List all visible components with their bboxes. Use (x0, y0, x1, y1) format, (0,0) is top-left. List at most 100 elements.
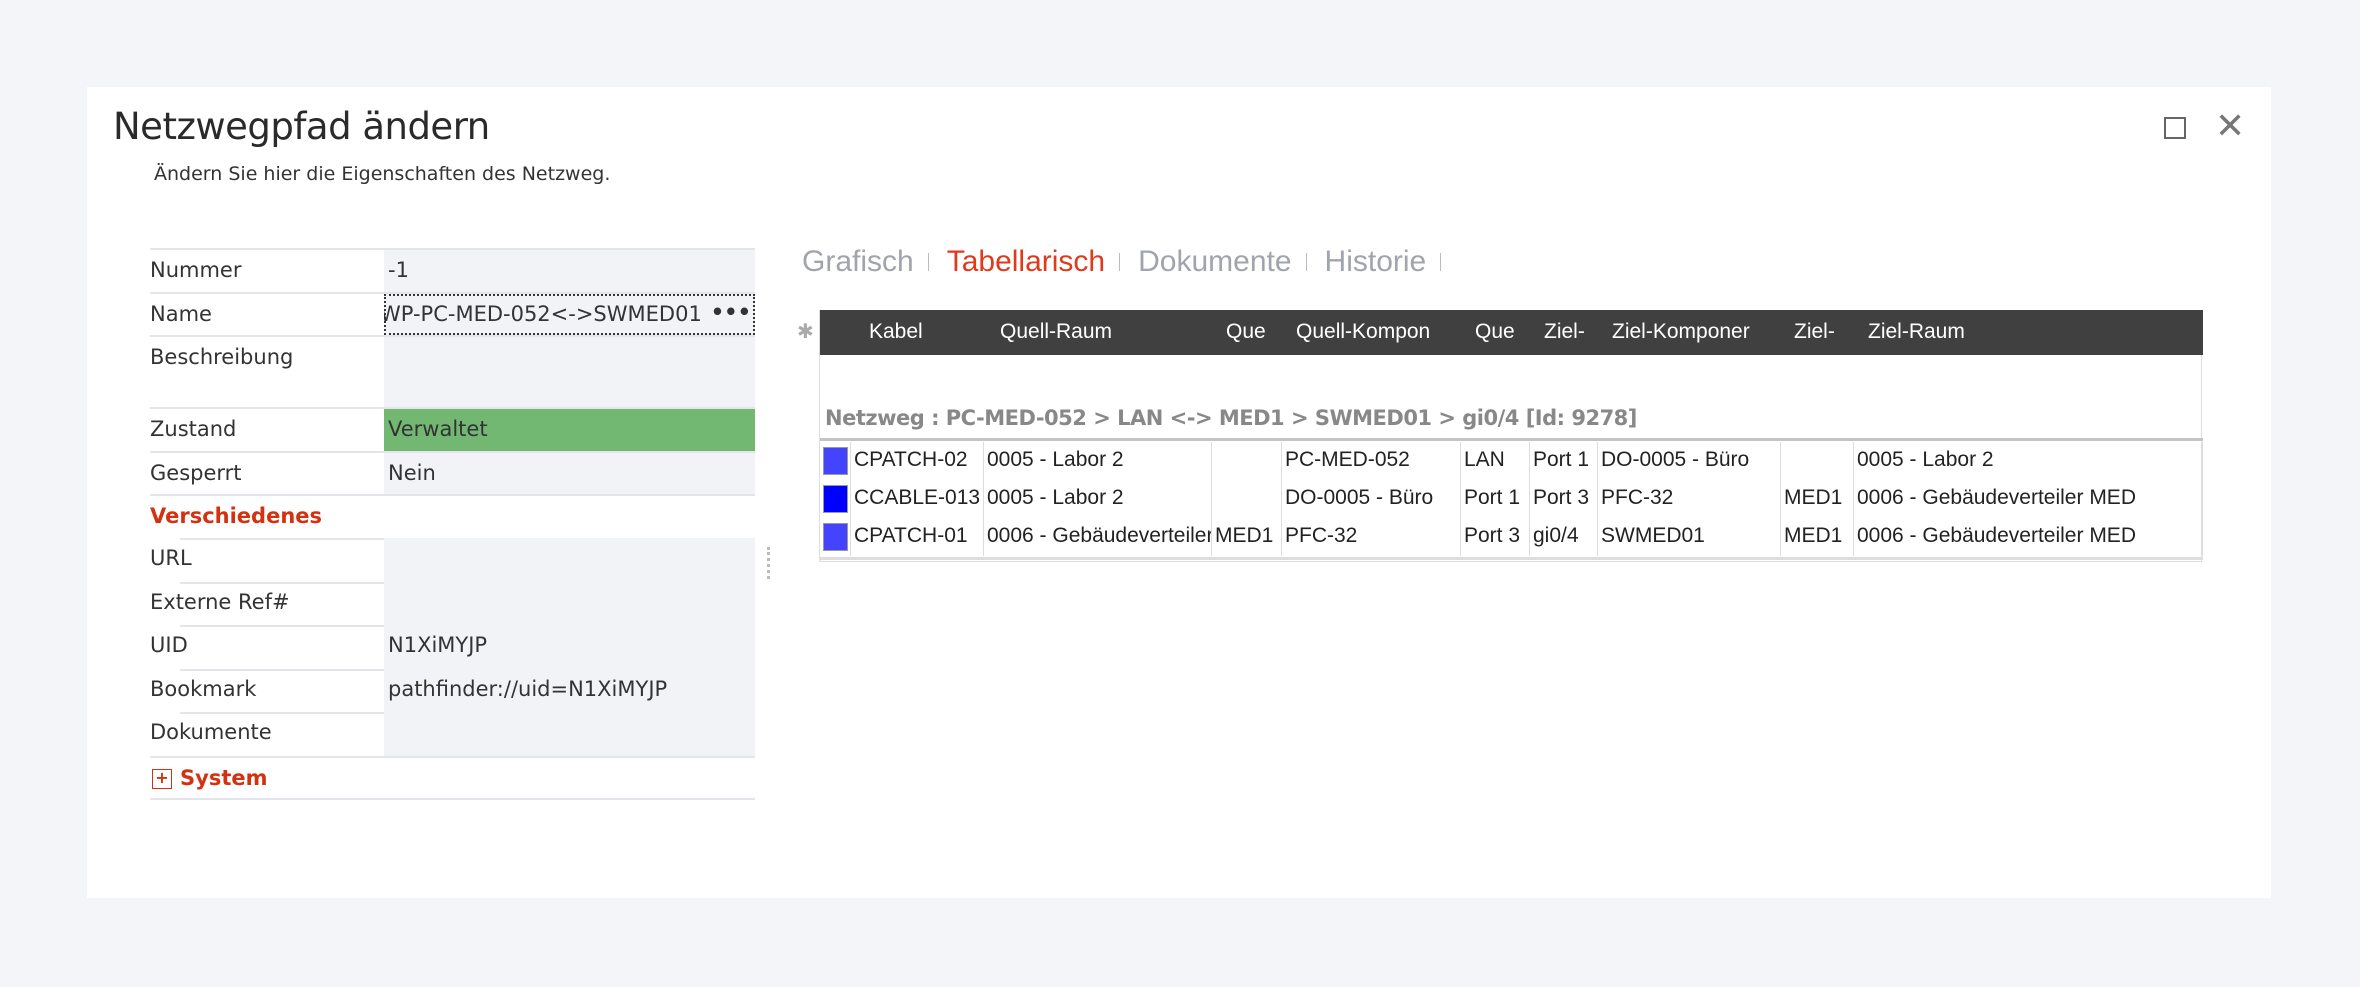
cell-kabel[interactable]: CPATCH-02 (851, 442, 984, 480)
dialog-title: Netzwegpfad ändern (113, 105, 490, 148)
cell-ziel-raum[interactable]: 0005 - Labor 2 (1854, 442, 2203, 480)
group-label: Netzweg : PC-MED-052 > LAN <-> MED1 > SW… (825, 406, 1637, 430)
cell-quell-port2[interactable]: LAN (1461, 442, 1530, 480)
cell-ziel-port[interactable]: gi0/4 (1530, 518, 1598, 556)
prop-label: Zustand (150, 417, 237, 442)
tab-divider (1119, 253, 1121, 271)
prop-value-name[interactable]: WP-PC-MED-052<->SWMED01 ••• (384, 293, 755, 336)
column-header-quell-komponente[interactable]: Quell-Kompon (1296, 320, 1431, 343)
prop-value-uid[interactable]: N1XiMYJP (384, 625, 755, 669)
prop-label: Bookmark (150, 676, 257, 701)
maximize-icon[interactable] (2164, 117, 2186, 139)
section-system-label: System (180, 765, 268, 790)
cell-ziel-port[interactable]: Port 1 (1530, 442, 1598, 480)
tab-divider (1305, 253, 1307, 271)
cell-quell-raum[interactable]: 0006 - Gebäudeverteiler (984, 518, 1212, 556)
cell-quell-raum[interactable]: 0005 - Labor 2 (984, 442, 1212, 480)
section-system[interactable]: + System (150, 755, 755, 800)
prop-row-zustand: Zustand Verwaltet (150, 407, 755, 451)
cell-quell-port[interactable] (1212, 480, 1282, 518)
cell-quell-komponente[interactable]: PC-MED-052 (1282, 442, 1461, 480)
prop-row-externe-ref: Externe Ref# (150, 581, 755, 626)
cell-ziel-raum[interactable]: 0006 - Gebäudeverteiler MED (1854, 518, 2203, 556)
column-header-kabel[interactable]: Kabel (869, 320, 923, 343)
table-row[interactable]: CCABLE-013 0005 - Labor 2 DO-0005 - Büro Po… (820, 480, 2203, 518)
cable-color-swatch (823, 447, 848, 475)
tab-label: Grafisch (802, 245, 914, 278)
color-cell (820, 442, 851, 480)
prop-value-gesperrt[interactable]: Nein (384, 452, 755, 495)
prop-row-uid: UID N1XiMYJP (150, 625, 755, 669)
prop-row-beschreibung: Beschreibung (150, 335, 755, 408)
cell-ziel-port2[interactable] (1781, 442, 1854, 480)
prop-label: Dokumente (150, 720, 272, 745)
cell-quell-komponente[interactable]: PFC-32 (1282, 518, 1461, 556)
prop-row-name: Name WP-PC-MED-052<->SWMED01 ••• (150, 291, 755, 336)
path-table: Kabel Quell-Raum Que Quell-Kompon Que Ziel- Zi… (819, 310, 2203, 562)
tab-grafisch[interactable]: Grafisch (802, 245, 947, 279)
section-label: + System (150, 758, 267, 798)
prop-row-nummer: Nummer -1 (150, 248, 755, 292)
new-row-indicator-icon: ✱ (797, 321, 814, 343)
column-header-quell-port2[interactable]: Que (1475, 320, 1515, 343)
prop-row-url: URL (150, 537, 755, 582)
cable-color-swatch (823, 523, 848, 551)
tab-label: Dokumente (1138, 245, 1292, 278)
cell-ziel-port2[interactable]: MED1 (1781, 518, 1854, 556)
cell-ziel-komponente[interactable]: DO-0005 - Büro (1598, 442, 1781, 480)
prop-value-zustand[interactable]: Verwaltet (384, 409, 755, 451)
prop-value-url[interactable] (384, 537, 755, 582)
tab-label: Tabellarisch (946, 245, 1106, 278)
splitter-handle[interactable] (767, 547, 770, 579)
tab-divider (927, 253, 929, 271)
tab-historie[interactable]: Historie (1325, 245, 1460, 279)
section-verschiedenes[interactable]: Verschiedenes (150, 494, 755, 538)
prop-label: Name (150, 301, 212, 326)
prop-label: UID (150, 633, 188, 658)
cell-ziel-port2[interactable]: MED1 (1781, 480, 1854, 518)
color-cell (820, 480, 851, 518)
cell-ziel-raum[interactable]: 0006 - Gebäudeverteiler MED (1854, 480, 2203, 518)
tab-tabellarisch[interactable]: Tabellarisch (947, 245, 1138, 279)
column-header-quell-port[interactable]: Que (1226, 320, 1266, 343)
cell-quell-port[interactable]: MED1 (1212, 518, 1282, 556)
prop-value-externe-ref[interactable] (384, 581, 755, 626)
prop-row-bookmark: Bookmark pathfinder://uid=N1XiMYJP (150, 668, 755, 713)
cell-quell-komponente[interactable]: DO-0005 - Büro (1282, 480, 1461, 518)
prop-value-bookmark[interactable]: pathfinder://uid=N1XiMYJP (384, 668, 755, 713)
prop-label: Beschreibung (150, 345, 294, 370)
column-header-ziel-port[interactable]: Ziel- (1544, 320, 1585, 343)
tab-bar: Grafisch Tabellarisch Dokumente Historie (802, 245, 1459, 279)
prop-label: Nummer (150, 258, 242, 282)
column-header-ziel-komponente[interactable]: Ziel-Komponer (1612, 320, 1750, 343)
prop-value-nummer[interactable]: -1 (384, 250, 755, 292)
prop-value-dokumente[interactable] (384, 712, 755, 756)
expand-icon[interactable]: + (152, 768, 172, 789)
cell-ziel-port[interactable]: Port 3 (1530, 480, 1598, 518)
table-row[interactable]: CPATCH-01 0006 - Gebäudeverteiler MED1 PFC-… (820, 518, 2203, 556)
table-row[interactable]: CPATCH-02 0005 - Labor 2 PC-MED-052 LAN Port… (820, 442, 2203, 480)
ellipsis-button[interactable]: ••• (710, 299, 751, 324)
cell-ziel-komponente[interactable]: SWMED01 (1598, 518, 1781, 556)
cell-ziel-komponente[interactable]: PFC-32 (1598, 480, 1781, 518)
column-header-ziel-raum[interactable]: Ziel-Raum (1868, 320, 1965, 343)
cell-quell-port2[interactable]: Port 3 (1461, 518, 1530, 556)
cell-quell-raum[interactable]: 0005 - Labor 2 (984, 480, 1212, 518)
cell-quell-port2[interactable]: Port 1 (1461, 480, 1530, 518)
prop-label: Gesperrt (150, 460, 242, 485)
column-header-quell-raum[interactable]: Quell-Raum (1000, 320, 1113, 343)
group-divider (820, 438, 2203, 441)
prop-row-dokumente: Dokumente (150, 712, 755, 756)
dialog-subtitle: Ändern Sie hier die Eigenschaften des Ne… (154, 163, 611, 185)
cell-kabel[interactable]: CPATCH-01 (851, 518, 984, 556)
table-header: Kabel Quell-Raum Que Quell-Kompon Que Ziel- Zi… (820, 310, 2203, 355)
cell-kabel[interactable]: CCABLE-013 (851, 480, 984, 518)
section-label: Verschiedenes (150, 504, 323, 529)
prop-value-beschreibung[interactable] (384, 337, 755, 408)
cell-quell-port[interactable] (1212, 442, 1282, 480)
column-header-ziel-port2[interactable]: Ziel- (1794, 320, 1835, 343)
tab-dokumente[interactable]: Dokumente (1138, 245, 1324, 279)
property-grid: Nummer -1 Name WP-PC-MED-052<->SWMED01 ••• … (150, 248, 755, 800)
close-icon[interactable]: ✕ (2215, 105, 2246, 146)
color-cell (820, 518, 851, 556)
